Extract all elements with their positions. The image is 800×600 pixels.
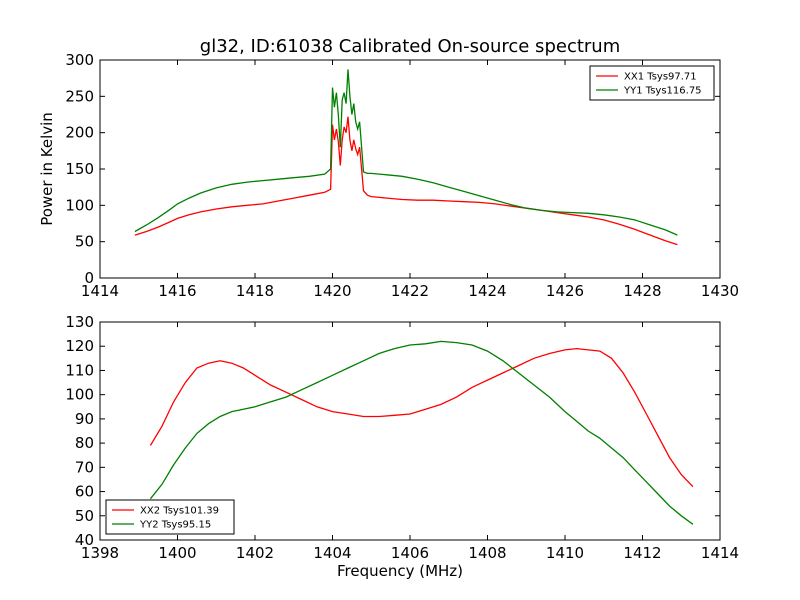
y-tick-label: 40 — [75, 531, 94, 549]
y-tick-label: 70 — [75, 458, 94, 476]
x-tick-label: 1424 — [468, 282, 506, 300]
y-tick-label: 90 — [75, 410, 94, 428]
y-axis-label: Power in Kelvin — [38, 112, 56, 226]
x-tick-label: 1400 — [158, 544, 196, 562]
x-tick-label: 1414 — [701, 544, 739, 562]
x-tick-label: 1402 — [236, 544, 274, 562]
legend: XX2 Tsys101.39 YY2 Tsys95.15 — [105, 499, 235, 535]
x-tick-label: 1428 — [623, 282, 661, 300]
legend-entry: YY1 Tsys116.75 — [623, 86, 702, 97]
top-plot: 1414 1416 1418 1420 1422 1424 1426 1428 1430 0 50 1… — [38, 51, 739, 300]
legend: XX1 Tsys97.71 YY1 Tsys116.75 — [589, 65, 715, 101]
series-line-2 — [134, 69, 678, 236]
y-tick-label: 200 — [65, 124, 94, 142]
y-tick-label: 300 — [65, 51, 94, 69]
y-tick-label: 100 — [65, 196, 94, 214]
bottom-plot: 1398 1400 1402 1404 1406 1408 1410 1412 1414 40 50… — [65, 313, 739, 580]
legend-box — [589, 65, 715, 101]
x-tick-label: 1408 — [468, 544, 506, 562]
x-tick-label: 1416 — [158, 282, 196, 300]
y-tick-label: 150 — [65, 160, 94, 178]
x-tick-label: 1406 — [391, 544, 429, 562]
x-tick-label: 1414 — [81, 282, 119, 300]
series-line-1 — [149, 347, 694, 488]
figure-title: gl32, ID:61038 Calibrated On-source spec… — [200, 36, 620, 57]
x-axis-label: Frequency (MHz) — [337, 562, 463, 580]
legend-box — [105, 499, 235, 535]
x-tick-label: 1430 — [701, 282, 739, 300]
x-tick-label: 1412 — [623, 544, 661, 562]
y-tick-label: 60 — [75, 483, 94, 501]
x-tick-label: 1420 — [313, 282, 351, 300]
x-tick-label: 1404 — [313, 544, 351, 562]
y-tick-label: 50 — [75, 233, 94, 251]
y-tick-label: 100 — [65, 386, 94, 404]
x-tick-label: 1410 — [546, 544, 584, 562]
y-tick-label: 120 — [65, 337, 94, 355]
y-tick-label: 110 — [65, 361, 94, 379]
y-tick-label: 130 — [65, 313, 94, 331]
y-tick-label: 250 — [65, 87, 94, 105]
y-tick-label: 50 — [75, 507, 94, 525]
y-tick-label: 80 — [75, 434, 94, 452]
x-tick-label: 1426 — [546, 282, 584, 300]
legend-entry: XX1 Tsys97.71 — [624, 72, 697, 83]
x-tick-label: 1398 — [81, 544, 119, 562]
legend-entry: XX2 Tsys101.39 — [140, 506, 219, 517]
y-tick-label: 0 — [84, 269, 94, 287]
series-line-2 — [149, 340, 694, 525]
x-tick-label: 1418 — [236, 282, 274, 300]
legend-entry: YY2 Tsys95.15 — [139, 520, 211, 531]
x-tick-label: 1422 — [391, 282, 429, 300]
